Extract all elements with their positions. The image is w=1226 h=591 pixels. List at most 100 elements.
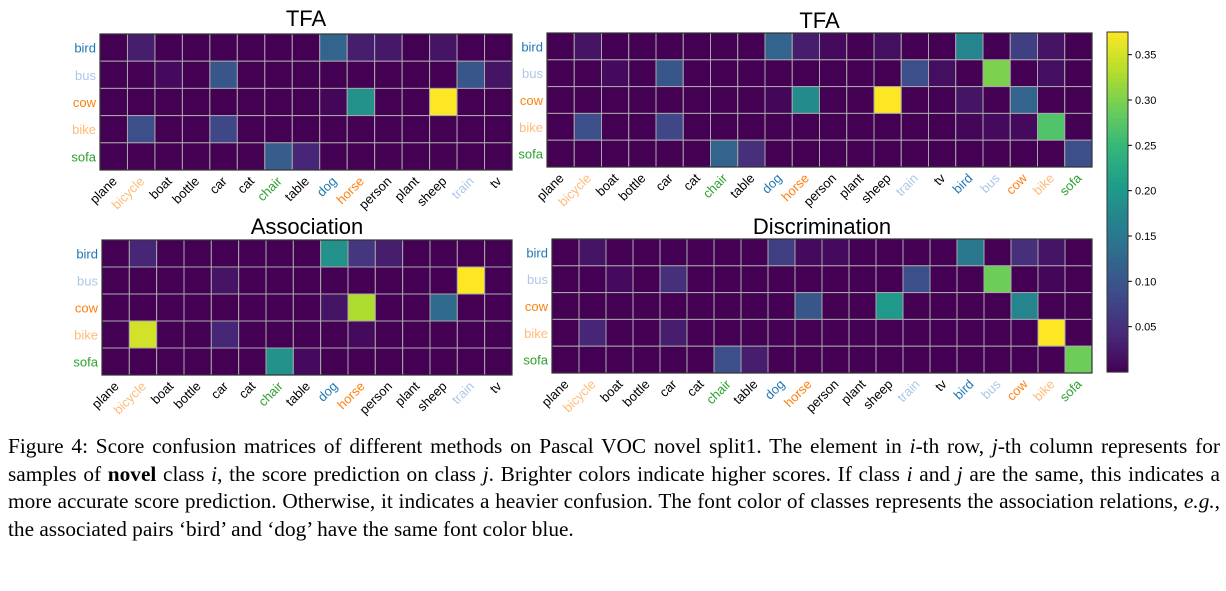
colorbar-tick-label: 0.35 [1135,50,1156,62]
heatmap-cell: cow → bird: 0 [956,292,985,320]
heatmap-cell: bird → dog: 0.12 [764,32,793,61]
column-label: train [894,377,922,405]
heatmap-cell: bike → car: 0.08 [655,112,684,141]
heatmap-cell: bird → tv: 0 [928,32,957,61]
heatmap-cell: bird → bird: 0.15 [956,238,985,267]
column-label: bottle [620,377,653,410]
heatmap-cell: cow → sheep: 0.375 [429,87,458,117]
colorbar-frame [1106,31,1129,373]
heatmap-cell: bird → horse: 0.06 [347,239,376,268]
heatmap-title: Discrimination [753,214,891,239]
heatmap-cell: bus → car: 0.05 [659,265,688,294]
heatmap-cell: sofa → horse: 0 [347,347,376,376]
heatmap-cell: bus → person: 0 [374,60,403,89]
column-label: chair [255,378,286,409]
heatmap-cell: bird → plant: 0 [848,238,877,267]
row-label: cow [520,93,544,108]
heatmap-cell: cow → chair: 0 [710,86,739,114]
row-label: bike [74,328,98,343]
heatmap-cell: sofa → chair: 0.11 [264,142,293,171]
heatmap-cell: bus → horse: 0 [791,59,820,88]
column-label: tv [487,173,505,191]
heatmap-cell: bike → bus: 0.01 [982,112,1011,141]
heatmap-cell: bike → car: 0.04 [210,320,240,349]
heatmap-cell: bike → dog: 0 [767,318,796,347]
heatmap-cell: bird → train: 0 [456,239,486,268]
colorbar-segment [1107,327,1128,333]
heatmap-cell: cow → tv: 0 [929,292,958,320]
heatmap-cell: bus → bird: 0 [955,59,984,88]
heatmap-cell: bike → boat: 0 [605,318,634,347]
colorbar-segment [1107,187,1128,193]
heatmap-cell: bird → cat: 0 [236,33,266,62]
colorbar-tick-label: 0.10 [1135,276,1156,288]
heatmap-cell: bird → bus: 0 [982,32,1011,61]
colorbar-segment [1107,257,1128,263]
heatmap-cell: cow → cow: 0.17 [1010,292,1039,320]
heatmap-cell: bus → plant: 0 [846,59,875,88]
colorbar-segment [1107,202,1128,208]
colorbar-segment [1107,302,1128,308]
heatmap-cell: sofa → sheep: 0 [429,142,458,171]
heatmap-cell: bike → train: 0 [902,318,931,347]
row-label: bird [521,39,543,54]
colorbar-segment [1107,232,1128,238]
colorbar-segment [1107,307,1128,313]
caption-segment: , the score prediction on class [217,461,483,486]
heatmap-cell: sofa → table: 0.01 [292,347,322,376]
heatmap-cell: cow → sheep: 0.13 [429,293,458,322]
heatmap-cell: bird → bike: 0.02 [1037,32,1066,61]
heatmap-cell: bus → plane: 0 [551,265,580,294]
column-label: bus [977,170,1003,196]
heatmap-cell: bird → horse: 0.03 [346,33,376,62]
colorbar-segment [1107,97,1128,103]
heatmap-cell: cow → boat: 0 [601,86,630,114]
heatmap-cell: bird → bottle: 0 [181,33,211,62]
heatmap-cell: bird → tv: 0 [929,238,958,267]
heatmap-cell: sofa → bicycle: 0 [578,345,607,374]
heatmap-cell: bus → boat: 0.01 [154,60,183,89]
colorbar-tick-label: 0.15 [1135,231,1156,243]
heatmap-cell: sofa → boat: 0 [601,139,630,168]
column-label: table [283,379,314,410]
row-label: sofa [71,149,96,164]
heatmap-cell: bike → table: 0 [737,112,766,141]
colorbar-segment [1107,117,1128,123]
row-label: cow [75,301,99,316]
column-label: cow [1004,376,1031,403]
row-label: sofa [518,147,543,162]
heatmap-cell: bike → horse: 0 [791,112,820,141]
heatmap-cell: bird → chair: 0 [710,32,739,61]
heatmap-cell: bike → dog: 0 [320,320,349,349]
heatmap-cell: bird → dog: 0.07 [767,238,796,267]
colorbar-segment [1107,62,1128,68]
heatmap-cell: bus → person: 0 [821,265,850,294]
caption-segment: , the associated pairs ‘bird’ and ‘dog’ … [8,489,1220,541]
column-label: bird [951,377,977,403]
heatmap-cell: cow → table: 0 [737,86,766,114]
colorbar-segment [1107,77,1128,83]
heatmap-cell: cow → bicycle: 0 [573,86,602,114]
colorbar-segment [1107,92,1128,98]
row-label: bike [519,120,543,135]
column-label: train [449,379,477,407]
heatmap-cell: cow → bus: 0 [983,292,1012,320]
heatmap-cell: bike → cat: 0 [682,112,711,141]
colorbar-segment [1107,367,1128,373]
heatmap-cell: bus → chair: 0 [710,59,739,88]
heatmap-cell: sofa → train: 0 [900,139,929,168]
heatmap-cell: bird → table: 0 [292,239,322,268]
colorbar-tick-label: 0.30 [1135,95,1156,107]
heatmap-cell: bus → boat: 0.01 [601,59,630,88]
heatmap-cell: sofa → person: 0 [374,142,403,171]
heatmap-cell: bike → chair: 0 [264,115,293,144]
heatmap-cell: bike → train: 0 [456,320,486,349]
heatmap-cell: bus → sofa: 0 [1064,265,1093,294]
heatmap-cell: sofa → chair: 0.19 [265,347,294,376]
column-label: sofa [1057,376,1086,405]
caption-segment: e.g. [1183,489,1215,514]
column-label: car [652,170,676,194]
caption-segment: -th row, [915,434,992,458]
heatmap-cell: bike → horse: 0 [346,115,376,144]
heatmap-cell: cow → car: 0 [655,86,684,114]
